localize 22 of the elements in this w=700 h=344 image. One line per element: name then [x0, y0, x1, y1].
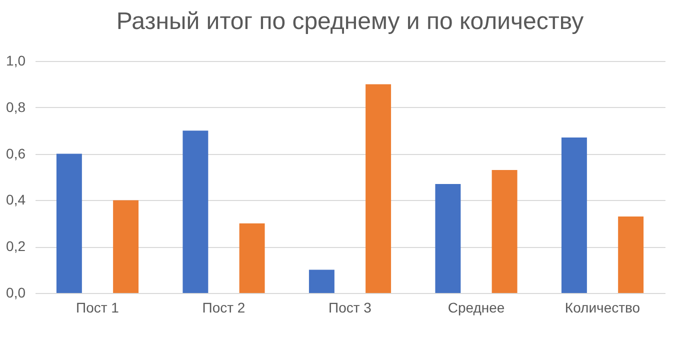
x-tick-label: Пост 2 — [202, 300, 246, 316]
y-tick-label: 0,4 — [6, 192, 26, 208]
bar — [561, 138, 587, 293]
y-tick-label: 0,0 — [6, 284, 26, 300]
y-tick-label: 1,0 — [6, 52, 26, 68]
bar — [182, 130, 208, 293]
x-tick-label: Среднее — [448, 300, 505, 316]
chart-title: Разный итог по среднему и по количеству — [116, 8, 584, 35]
y-tick-label: 0,8 — [6, 98, 26, 115]
y-tick-label: 0,2 — [6, 238, 26, 254]
x-tick-label: Пост 3 — [328, 300, 372, 316]
bar — [308, 270, 334, 293]
x-tick-label: Количество — [564, 300, 640, 316]
bar — [366, 84, 392, 293]
bar — [435, 184, 461, 293]
x-tick-label: Пост 1 — [76, 300, 120, 316]
bar — [239, 223, 265, 293]
bar — [618, 216, 644, 293]
y-tick-label: 0,6 — [6, 145, 26, 162]
bar — [56, 154, 82, 293]
bar — [113, 200, 139, 293]
bar — [492, 170, 518, 293]
